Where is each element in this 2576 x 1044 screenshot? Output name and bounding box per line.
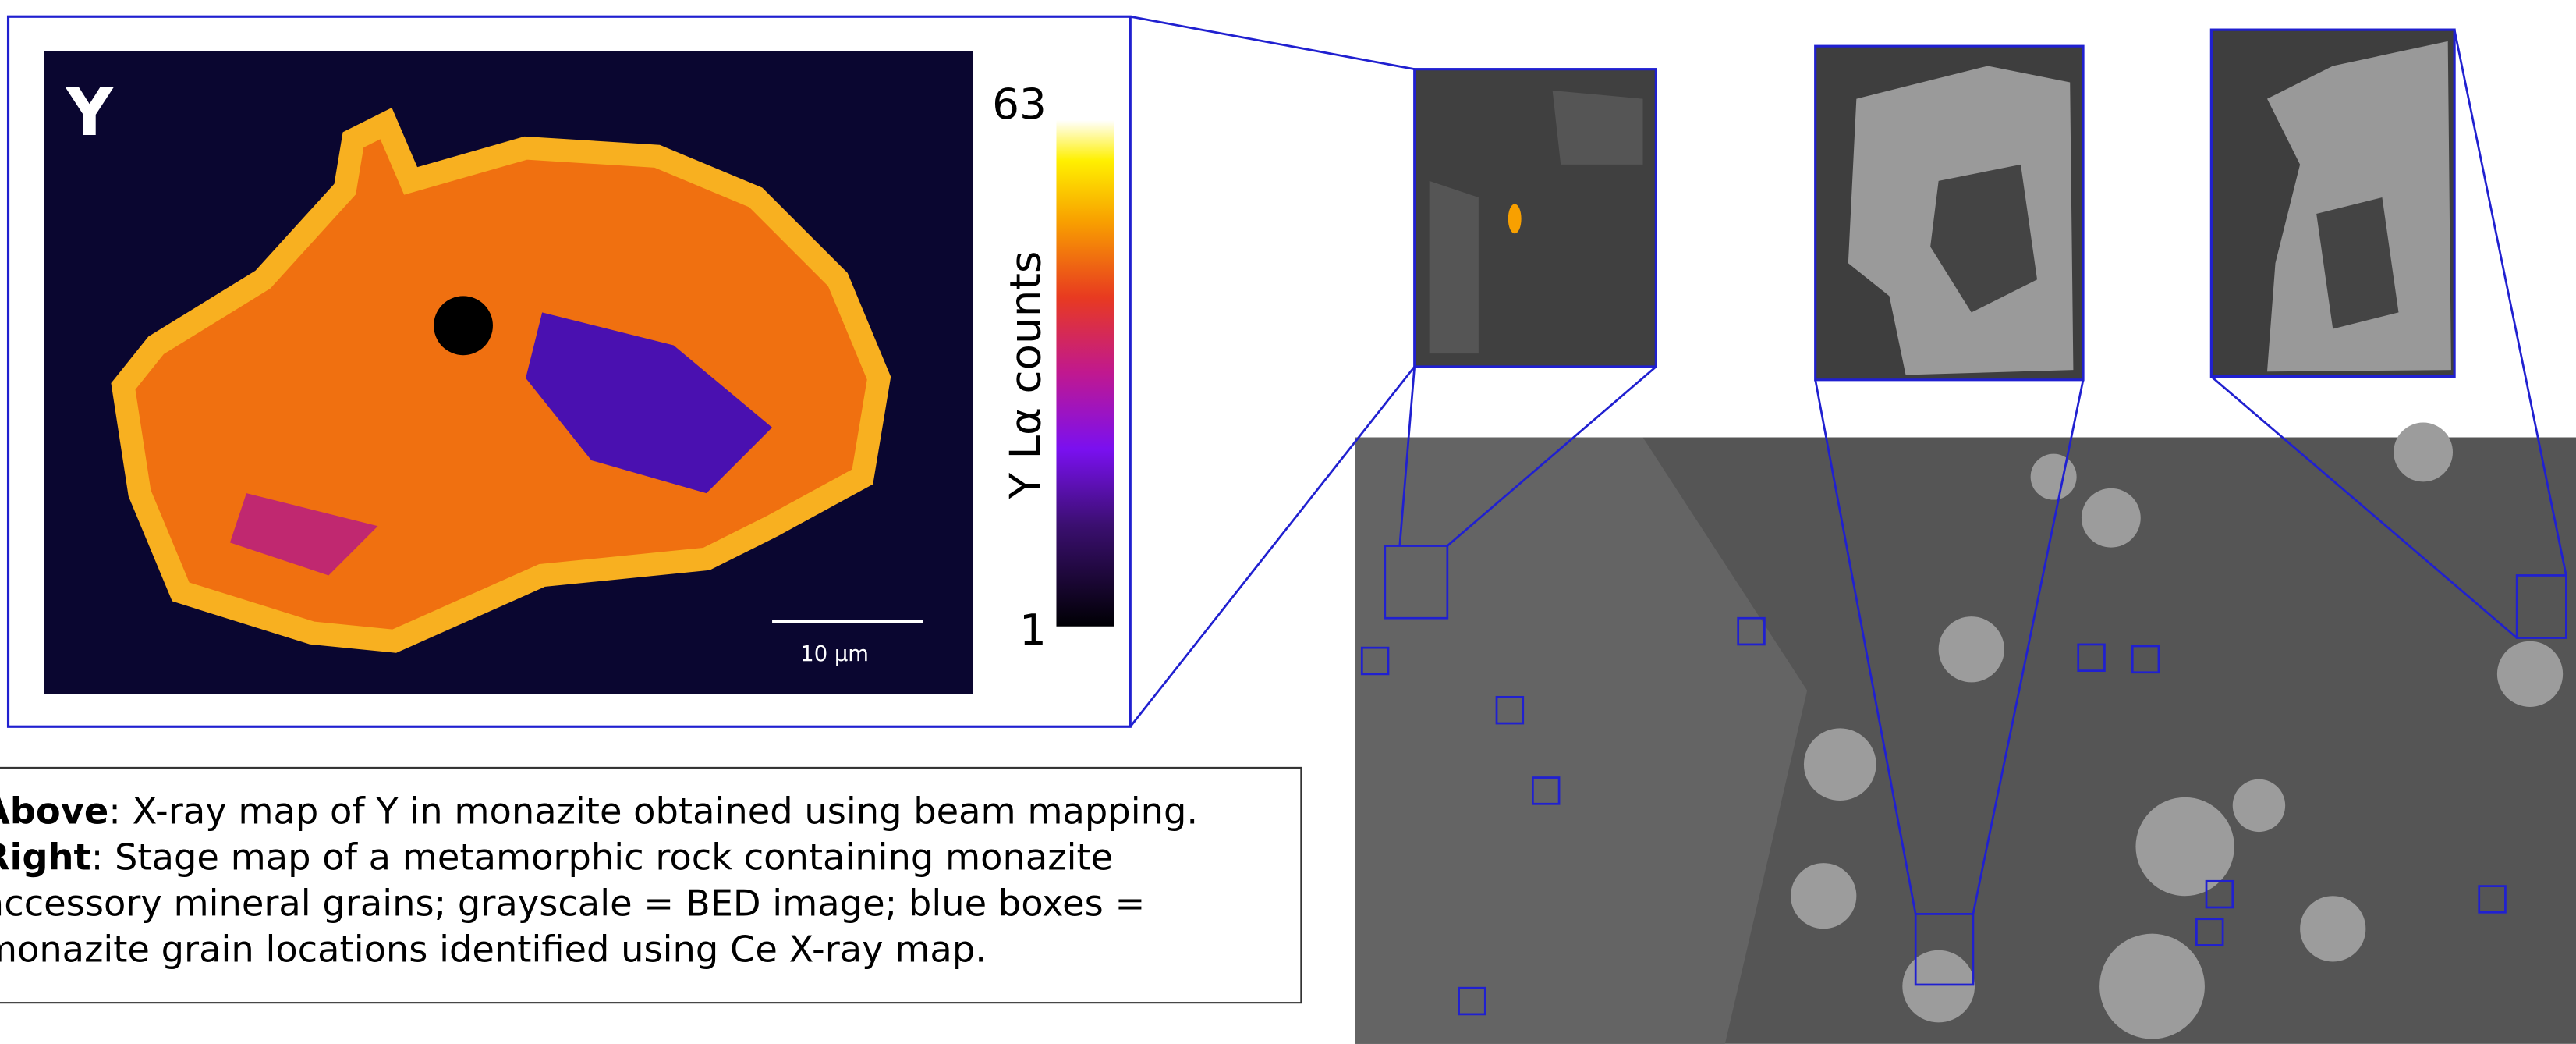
caption-text: monazite grain locations identified usin… — [0, 928, 987, 970]
colorbar-tick-label: 1 — [1019, 605, 1047, 655]
inset-grain — [1508, 204, 1522, 233]
caption-label: Right — [0, 836, 91, 879]
caption-text: : X-ray map of Y in monazite obtained us… — [108, 790, 1198, 833]
page: {"y_map": {"element": "Y", "scale_bar": … — [0, 0, 2576, 1044]
caption-text: : Stage map of a metamorphic rock contai… — [91, 836, 1113, 879]
scale-bar-label: 10 µm — [800, 642, 869, 666]
colorbar-tick-label: 63 — [992, 79, 1047, 129]
caption-label: Above — [0, 790, 108, 833]
caption-line: Above: X-ray map of Y in monazite obtain… — [0, 790, 1198, 833]
hole — [434, 296, 493, 355]
caption-text: accessory mineral grains; grayscale = BE… — [0, 882, 1145, 925]
colorbar — [1056, 120, 1114, 627]
figure: Y 10 µm Y Lα counts 1 63 Above: X-ray map… — [0, 0, 2576, 1044]
caption-line: Right: Stage map of a metamorphic rock c… — [0, 836, 1113, 879]
element-label: Y — [65, 74, 114, 151]
colorbar-label: Y Lα counts — [1000, 251, 1050, 500]
